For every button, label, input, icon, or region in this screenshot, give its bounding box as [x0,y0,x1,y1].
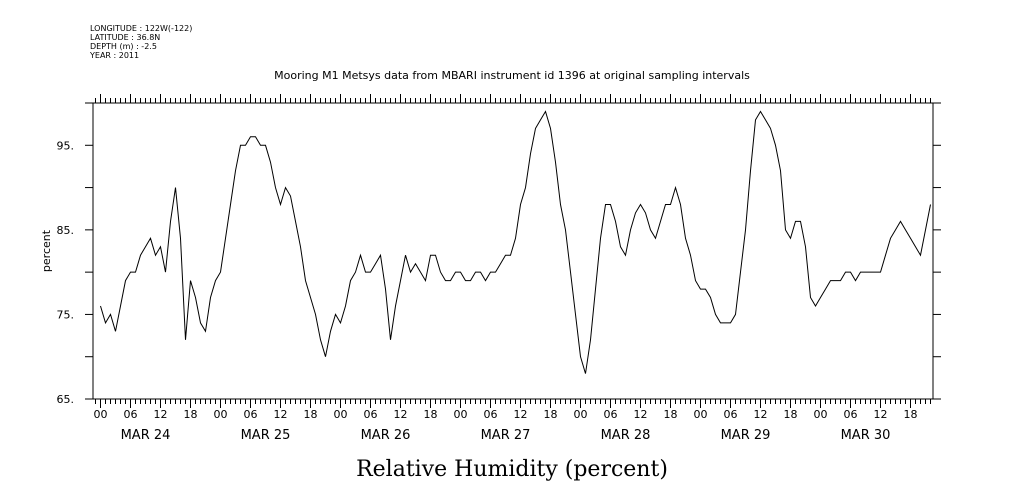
x-hour-tick-label: 06 [844,408,858,421]
metadata-block: LONGITUDE : 122W(-122) LATITUDE : 36.8N … [89,24,192,60]
x-day-label: MAR 27 [481,428,531,443]
x-hour-tick-label: 18 [184,408,198,421]
x-hour-tick-label: 18 [904,408,918,421]
x-day-label: MAR 26 [361,428,411,443]
x-hour-tick-label: 12 [514,408,528,421]
x-hour-tick-label: 12 [274,408,288,421]
x-hour-tick-label: 12 [394,408,408,421]
axis-ticks [85,94,941,408]
meta-latitude: LATITUDE : 36.8N [90,33,160,42]
x-day-label: MAR 28 [601,428,651,443]
y-tick-label: 95. [57,139,75,152]
x-hour-tick-label: 12 [754,408,768,421]
x-day-label: MAR 29 [721,428,771,443]
x-hour-tick-label: 06 [724,408,738,421]
x-hour-tick-label: 18 [544,408,558,421]
x-hour-tick-label: 18 [664,408,678,421]
x-tick-labels: 00 06 12 18 00 06 12 18 00 06 12 18 00 06 12 18 00 06 12 18… [94,408,918,421]
x-hour-tick-label: 00 [694,408,708,421]
x-axis-label: Relative Humidity (percent) [356,457,668,482]
x-day-labels: MAR 24 MAR 25 MAR 26 MAR 27 MAR 28 MAR 29 MAR … [121,428,891,443]
plot-frame [92,102,934,400]
x-hour-tick-label: 06 [364,408,378,421]
meta-depth: DEPTH (m) : -2.5 [90,42,157,51]
x-hour-tick-label: 12 [874,408,888,421]
x-hour-tick-label: 06 [604,408,618,421]
x-day-label: MAR 30 [841,428,891,443]
x-hour-tick-label: 18 [424,408,438,421]
x-hour-tick-label: 00 [94,408,108,421]
humidity-series-line [100,110,931,374]
y-axis-label: percent [40,229,53,272]
x-hour-tick-label: 12 [154,408,168,421]
x-hour-tick-label: 00 [334,408,348,421]
x-hour-tick-label: 06 [484,408,498,421]
x-day-label: MAR 25 [241,428,291,443]
x-hour-tick-label: 18 [784,408,798,421]
x-day-label: MAR 24 [121,428,171,443]
y-tick-labels: 65. 75. 85. 95. [57,139,75,406]
x-hour-tick-label: 00 [814,408,828,421]
y-tick-label: 75. [57,308,75,321]
x-hour-tick-label: 06 [124,408,138,421]
x-hour-tick-label: 12 [634,408,648,421]
x-hour-tick-label: 00 [214,408,228,421]
x-hour-tick-label: 18 [304,408,318,421]
x-hour-tick-label: 00 [454,408,468,421]
y-tick-label: 85. [57,224,75,237]
x-hour-tick-label: 06 [244,408,258,421]
y-tick-label: 65. [57,393,75,406]
meta-year: YEAR : 2011 [89,51,139,60]
x-hour-tick-label: 00 [574,408,588,421]
meta-longitude: LONGITUDE : 122W(-122) [90,24,192,33]
chart-title: Mooring M1 Metsys data from MBARI instru… [274,69,750,82]
